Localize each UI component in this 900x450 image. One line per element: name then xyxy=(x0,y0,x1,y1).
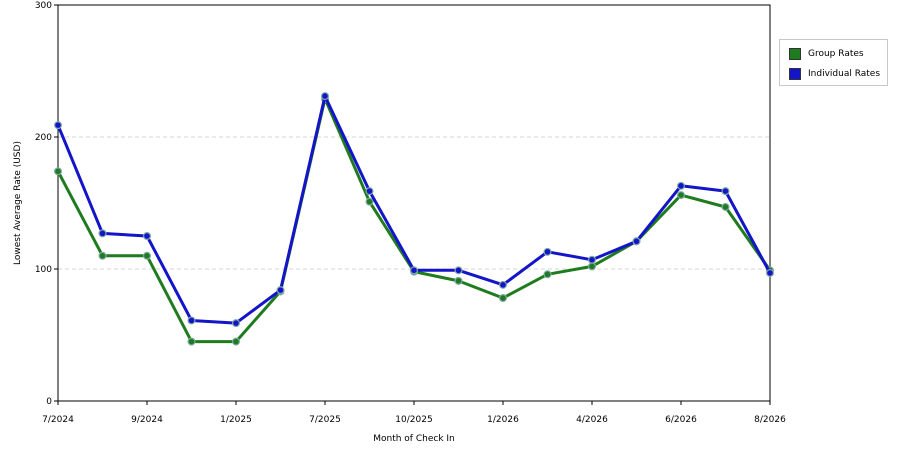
x-tick-label: 10/2025 xyxy=(395,415,432,425)
data-point-group-rates xyxy=(365,197,374,206)
y-tick-label: 100 xyxy=(35,265,52,275)
legend-swatch-individual-rates xyxy=(789,68,801,80)
x-tick-label: 1/2026 xyxy=(487,415,519,425)
x-tick-label: 1/2025 xyxy=(220,415,252,425)
x-tick-label: 4/2026 xyxy=(576,415,608,425)
data-point-individual-rates xyxy=(276,286,285,295)
data-point-individual-rates xyxy=(143,232,152,241)
data-point-group-rates xyxy=(187,337,196,346)
data-point-individual-rates xyxy=(53,121,62,130)
data-point-individual-rates xyxy=(676,181,685,190)
data-point-group-rates xyxy=(53,167,62,176)
x-tick-label: 9/2024 xyxy=(131,415,163,425)
y-tick-label: 200 xyxy=(35,133,52,143)
axes: 0 100 200 300 7/2024 9/2024 1/2025 7/2025 10/202… xyxy=(35,1,786,425)
y-tick-label: 0 xyxy=(46,397,52,407)
data-point-individual-rates xyxy=(454,266,463,275)
data-point-individual-rates xyxy=(187,316,196,325)
data-point-group-rates xyxy=(721,202,730,211)
data-point-individual-rates xyxy=(543,247,552,256)
legend-item-group-rates: Group Rates xyxy=(789,47,864,61)
data-point-individual-rates xyxy=(410,266,419,275)
x-tick-label: 8/2026 xyxy=(754,415,786,425)
legend-swatch-group-rates xyxy=(789,48,801,60)
data-point-individual-rates xyxy=(721,187,730,196)
data-point-group-rates xyxy=(587,262,596,271)
x-tick-label: 6/2026 xyxy=(665,415,697,425)
grid-lines xyxy=(58,136,770,270)
data-point-group-rates xyxy=(454,276,463,285)
data-point-individual-rates xyxy=(232,319,241,328)
y-tick-label: 300 xyxy=(35,1,52,11)
series-group-rates xyxy=(53,94,774,346)
legend-label-group-rates: Group Rates xyxy=(808,49,864,59)
data-point-group-rates xyxy=(98,251,107,260)
data-point-individual-rates xyxy=(632,237,641,246)
y-axis-title: Lowest Average Rate (USD) xyxy=(13,141,23,265)
series-lines xyxy=(53,92,774,346)
data-point-individual-rates xyxy=(365,187,374,196)
data-point-individual-rates xyxy=(765,268,774,277)
data-point-group-rates xyxy=(232,337,241,346)
series-individual-rates xyxy=(53,92,774,328)
x-tick-label: 7/2024 xyxy=(42,415,74,425)
x-tick-label: 7/2025 xyxy=(309,415,341,425)
data-point-individual-rates xyxy=(587,255,596,264)
series-line-group-rates xyxy=(56,97,772,344)
data-point-individual-rates xyxy=(98,229,107,238)
data-point-group-rates xyxy=(143,251,152,260)
data-point-group-rates xyxy=(676,191,685,200)
data-point-group-rates xyxy=(499,294,508,303)
data-point-individual-rates xyxy=(499,280,508,289)
x-axis-title: Month of Check In xyxy=(373,434,455,444)
legend-item-individual-rates: Individual Rates xyxy=(789,67,880,81)
data-point-group-rates xyxy=(543,270,552,279)
legend: Group Rates Individual Rates xyxy=(779,39,888,86)
data-point-individual-rates xyxy=(321,92,330,101)
legend-label-individual-rates: Individual Rates xyxy=(808,69,881,79)
plot-area-frame xyxy=(57,4,771,402)
